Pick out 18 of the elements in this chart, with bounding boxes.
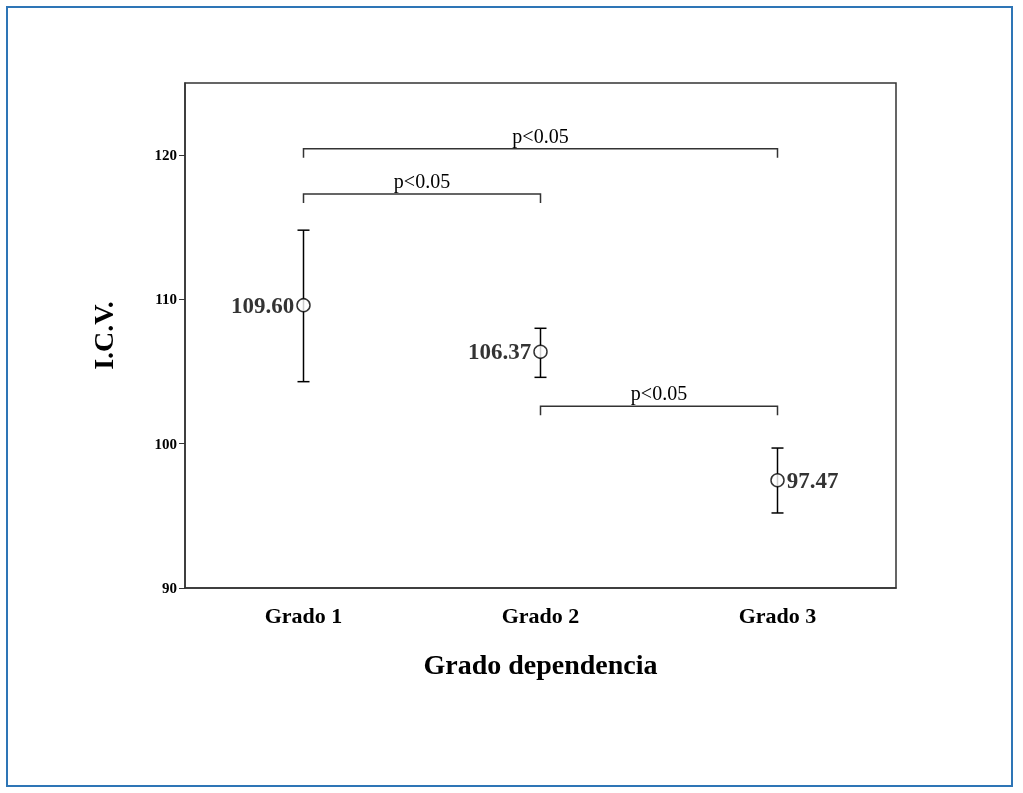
y-tick-label: 90	[162, 580, 177, 596]
annotation: p<0.05	[630, 382, 688, 406]
data-label: 106.37	[468, 339, 532, 365]
point	[296, 297, 311, 313]
annotation: p<0.05	[393, 170, 451, 194]
x-tick-label: Grado 2	[501, 602, 580, 628]
x-tick-label: Grado 1	[264, 602, 343, 628]
point	[533, 344, 548, 360]
y-axis-title: I.C.V.	[87, 301, 119, 370]
y-tick-label: 110	[155, 291, 177, 308]
point	[770, 472, 785, 488]
y-tick-label: 100	[154, 435, 177, 452]
x-tick-label: Grado 3	[738, 602, 817, 628]
y-tick-label: 120	[154, 147, 177, 164]
annotation: p<0.05	[512, 124, 569, 148]
x-axis-title: Grado dependencia	[423, 648, 658, 680]
data-label: 97.47	[786, 467, 839, 493]
data-label: 109.60	[231, 292, 295, 318]
